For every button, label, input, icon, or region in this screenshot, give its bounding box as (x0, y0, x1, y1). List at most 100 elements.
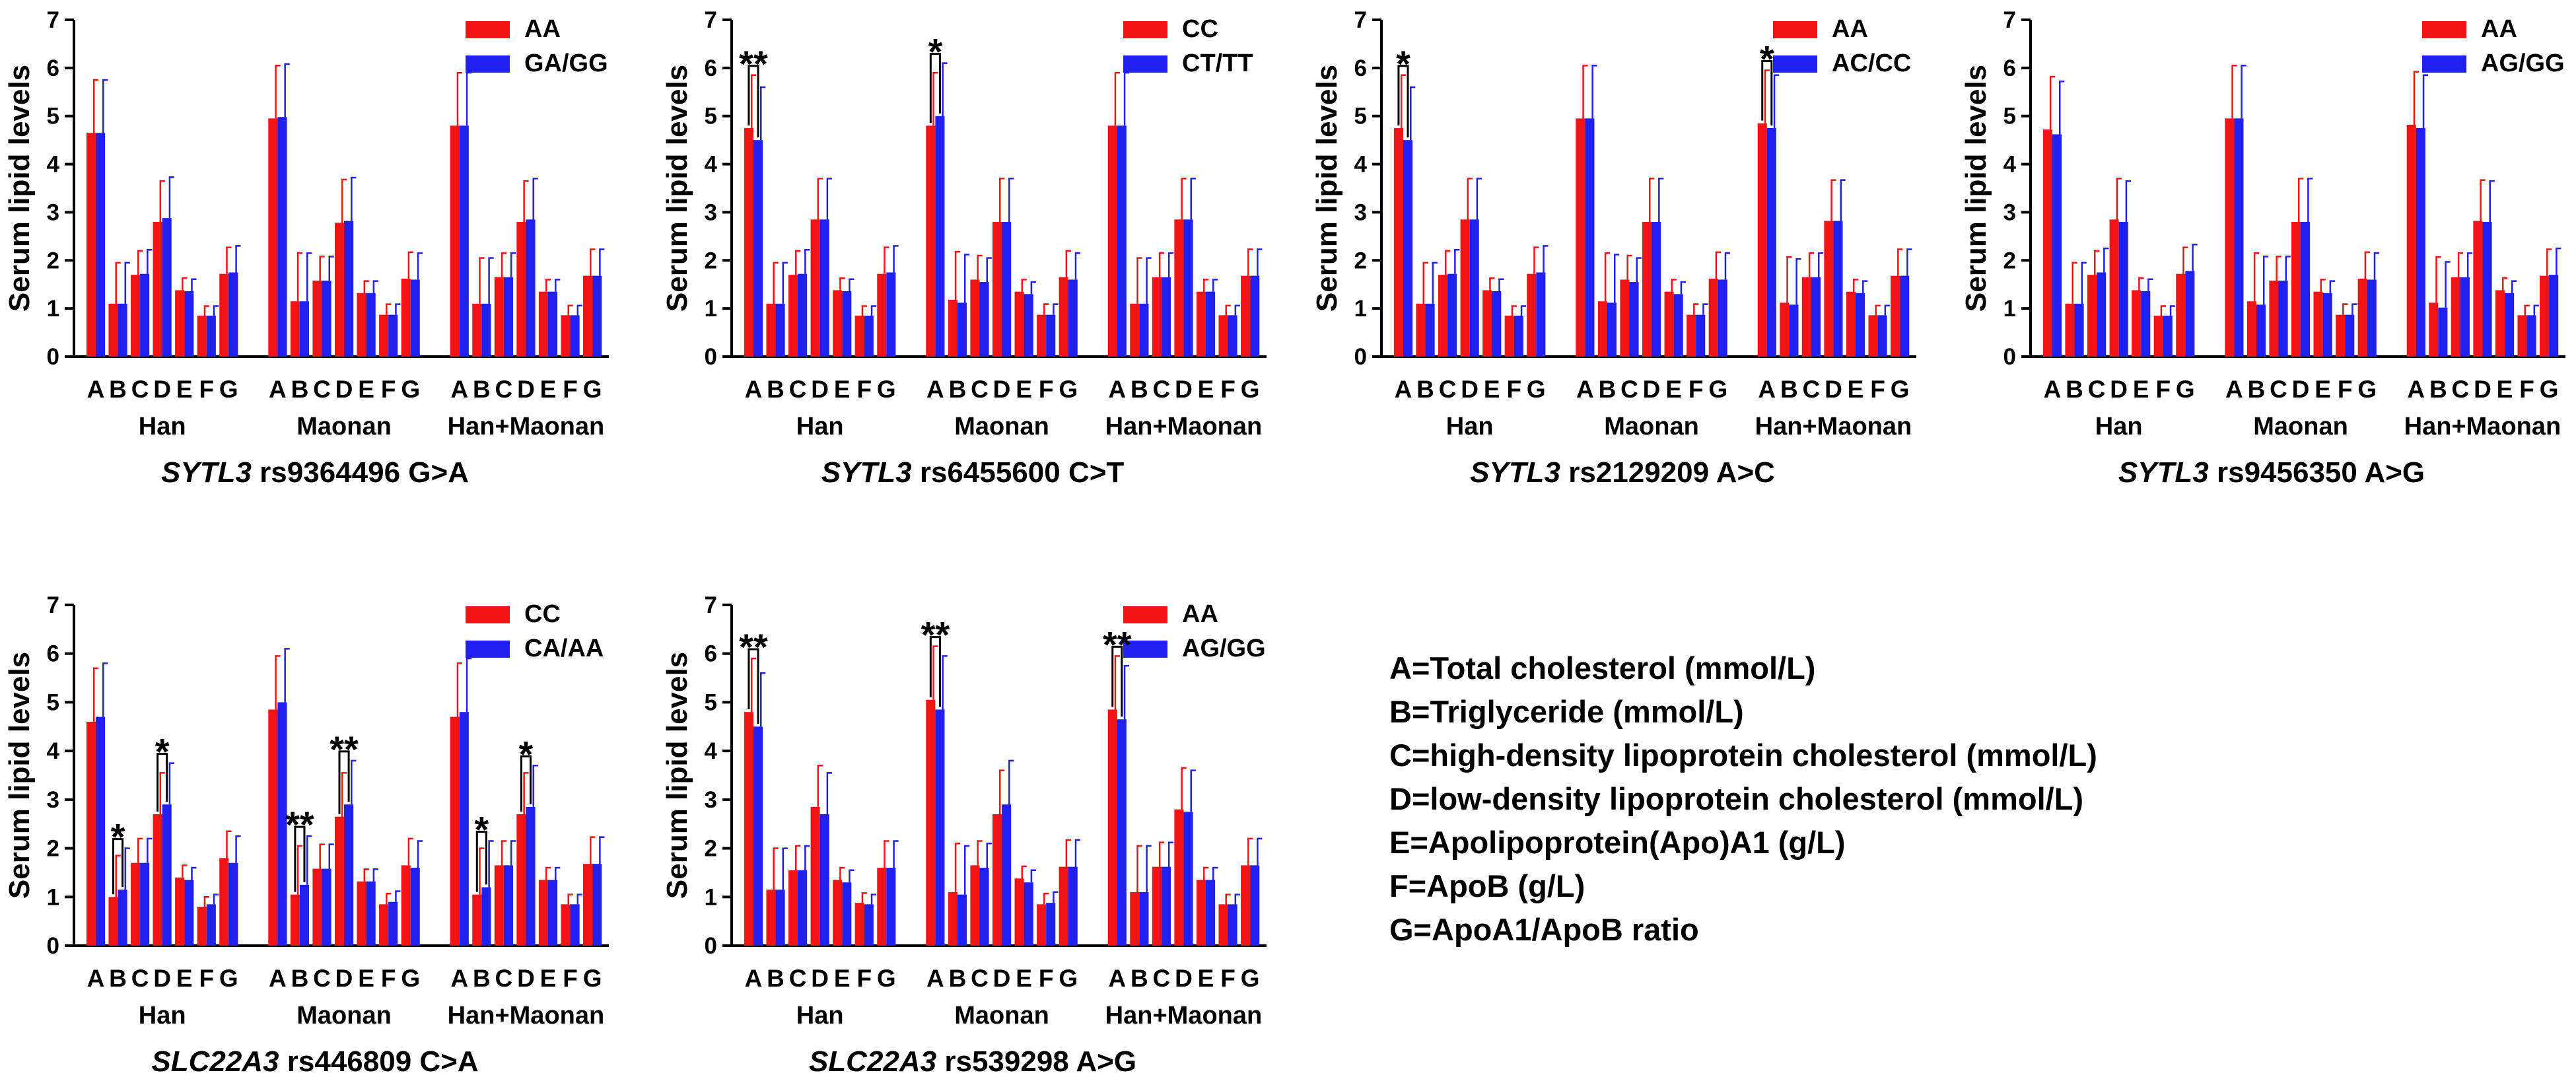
x-tick-label: F (1220, 376, 1236, 403)
y-tick-label: 2 (705, 248, 717, 273)
error-bar (2276, 256, 2281, 281)
bar (538, 880, 549, 946)
group-label: Maonan (296, 1002, 392, 1030)
legend-swatch (1123, 606, 1167, 623)
error-bar (213, 893, 219, 905)
bar (957, 302, 967, 357)
y-tick-label: 7 (705, 7, 717, 33)
bar (472, 894, 482, 946)
bar (290, 301, 300, 357)
error-bar (2231, 64, 2237, 119)
bar (1696, 314, 1706, 357)
x-tick-label: C (131, 965, 149, 992)
bar (1514, 316, 1523, 357)
error-bar (2524, 304, 2530, 316)
error-bar (1511, 305, 1517, 316)
x-tick-label: A (745, 376, 763, 403)
group-label: Han+Maonan (1755, 413, 1912, 440)
bar (1139, 892, 1149, 946)
error-bar (1065, 250, 1071, 277)
bar (970, 865, 980, 946)
significance-bracket (520, 755, 532, 812)
error-bar (2489, 180, 2495, 222)
x-tick-label: F (381, 376, 396, 403)
error-bar (1225, 304, 1231, 316)
legend-swatch (2422, 21, 2466, 38)
bar (401, 865, 411, 946)
error-bar (1123, 664, 1130, 720)
error-bar (986, 842, 992, 868)
significance-label: ** (921, 614, 950, 656)
bar (854, 903, 864, 946)
bar (948, 892, 957, 946)
error-bar (1136, 257, 1142, 304)
x-tick-label: F (1039, 965, 1054, 992)
x-tick-label: C (2270, 376, 2287, 403)
error-bar (1795, 258, 1801, 305)
error-bar (306, 835, 312, 885)
legend-note: G=ApoA1/ApoB ratio (1389, 912, 1699, 947)
x-tick-label: D (335, 965, 353, 992)
bar (1673, 294, 1683, 357)
bar (886, 868, 896, 946)
legend-label: CT/TT (1182, 50, 1253, 77)
bar (1527, 273, 1537, 357)
x-tick-label: E (358, 965, 374, 992)
error-bar (2182, 246, 2188, 274)
x-tick-label: A (1576, 376, 1594, 403)
bar (2176, 273, 2186, 357)
bar (1218, 904, 1228, 946)
bar (2153, 316, 2163, 357)
significance-label: * (1760, 38, 1774, 80)
x-tick-label: C (1153, 965, 1171, 992)
error-bar (1212, 279, 1218, 292)
bar (95, 133, 106, 357)
error-bar (182, 864, 188, 878)
error-bar (1533, 246, 1539, 274)
error-bar (998, 769, 1005, 814)
bar (842, 882, 852, 946)
bar (1174, 809, 1184, 946)
error-bar (275, 64, 281, 119)
error-bar (1671, 279, 1677, 292)
y-axis-label: Serum lipid levels (1960, 65, 1992, 312)
error-bar (1604, 252, 1611, 302)
group-label: Maonan (954, 413, 1049, 440)
error-bar (1830, 179, 1836, 221)
group-label: Maonan (296, 413, 392, 440)
bar (401, 278, 411, 357)
legend-label: CC (524, 600, 561, 628)
bar (926, 125, 936, 357)
error-bar (998, 178, 1005, 222)
bar (1801, 277, 1811, 357)
title-gene: SYTL3 (1470, 456, 1560, 489)
error-bar (1190, 769, 1196, 812)
bar (744, 712, 753, 946)
bar (1789, 304, 1799, 357)
x-tick-label: F (199, 965, 214, 992)
error-bar (372, 280, 378, 293)
error-bar (1626, 254, 1632, 280)
bar (1597, 301, 1607, 357)
error-bar (1053, 303, 1059, 315)
bar (1447, 273, 1457, 357)
bar (2074, 303, 2084, 357)
group-label: Maonan (2253, 413, 2348, 440)
error-bar (124, 847, 130, 890)
bar (175, 877, 185, 946)
y-tick-label: 2 (47, 248, 59, 273)
bar (140, 273, 150, 357)
error-bar (1181, 767, 1187, 810)
x-tick-label: E (834, 965, 851, 992)
error-bar (2329, 280, 2335, 293)
y-tick-label: 6 (2003, 55, 2016, 81)
bar (1833, 221, 1843, 357)
y-axis-label: Serum lipid levels (661, 65, 693, 312)
y-tick-label: 1 (2003, 296, 2016, 322)
bar (344, 221, 354, 357)
error-bar (1467, 178, 1473, 220)
error-bar (2533, 304, 2539, 316)
group-label: Han (796, 1002, 844, 1030)
